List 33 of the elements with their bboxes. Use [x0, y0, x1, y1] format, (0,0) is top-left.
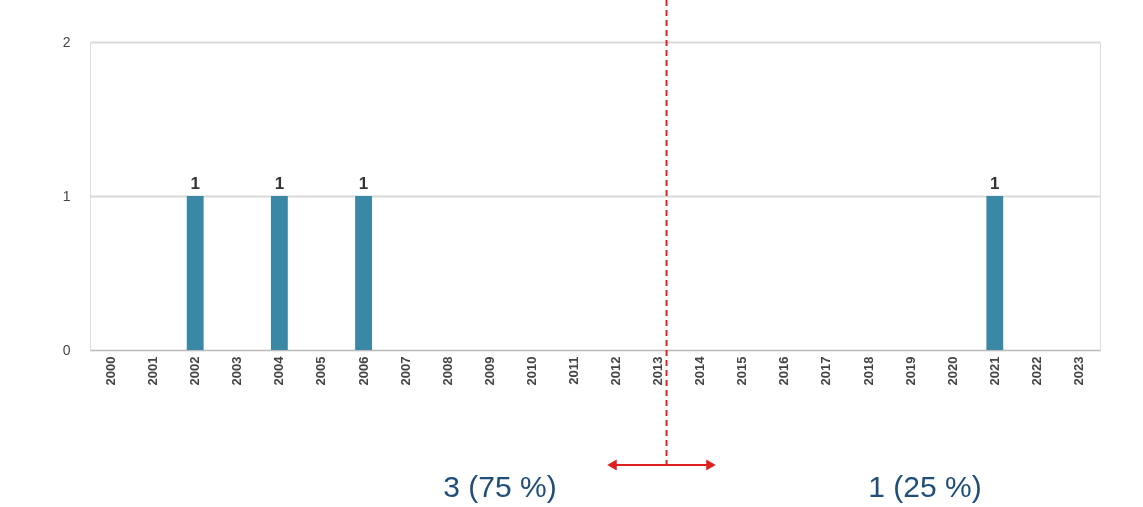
- y-tick-label: 0: [62, 341, 71, 358]
- x-tick-label: 2023: [1070, 356, 1086, 386]
- x-tick-label: 2010: [523, 356, 539, 386]
- x-tick-label: 2006: [355, 356, 371, 386]
- x-tick-label: 2009: [481, 356, 497, 386]
- x-tick-label: 2014: [692, 355, 708, 386]
- x-tick-label: 2011: [565, 356, 581, 385]
- data-label: 1: [274, 174, 285, 193]
- text: 1 (25 %): [868, 470, 982, 503]
- x-tick-label: 2020: [944, 356, 960, 386]
- x-tick-label: 2015: [734, 356, 750, 386]
- x-tick-label: 2012: [608, 356, 624, 386]
- x-tick-label: 2022: [1028, 356, 1044, 386]
- x-tick-label: 2003: [229, 356, 245, 386]
- x-tick-label: 2008: [439, 356, 455, 386]
- x-tick-label: 2013: [650, 356, 666, 386]
- x-tick-label: 2000: [103, 356, 119, 386]
- data-label: 1: [190, 174, 200, 193]
- x-tick-label: 2018: [860, 356, 876, 386]
- y-tick-label: 1: [62, 187, 71, 204]
- x-tick-label: 2017: [818, 356, 834, 386]
- text: 3 (75 %): [443, 470, 557, 503]
- data-label: 1: [990, 174, 1000, 193]
- data-label: 1: [358, 174, 369, 193]
- x-tick-label: 2007: [397, 356, 413, 386]
- x-tick-label: 2021: [986, 356, 1002, 386]
- x-tick-label: 2004: [271, 355, 287, 386]
- x-tick-label: 2002: [187, 356, 203, 386]
- x-tick-label: 2001: [145, 356, 161, 386]
- x-tick-label: 2019: [902, 356, 918, 386]
- x-tick-label: 2005: [313, 356, 329, 386]
- x-tick-label: 2016: [776, 356, 792, 386]
- y-tick-label: 2: [62, 33, 71, 50]
